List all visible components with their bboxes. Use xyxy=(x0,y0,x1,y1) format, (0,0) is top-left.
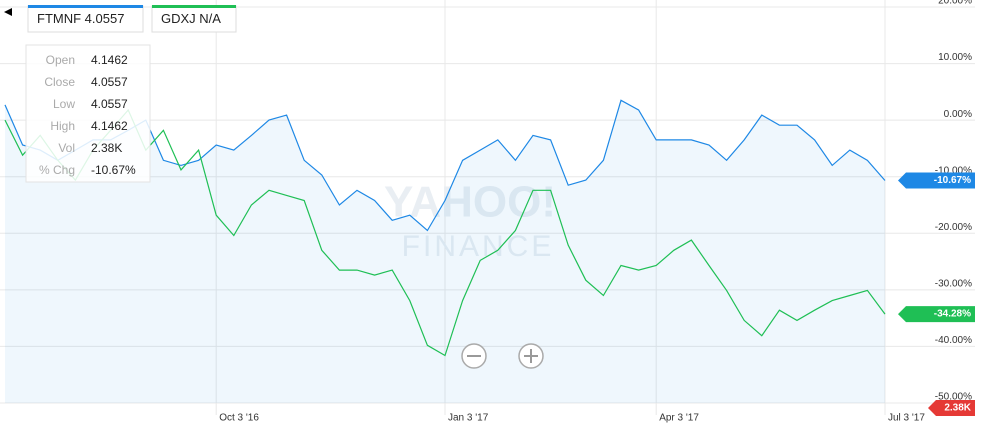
area-fill xyxy=(5,100,885,404)
tooltip-label: Low xyxy=(53,97,75,111)
y-tick-label: -10.00% xyxy=(935,165,972,176)
zoom-in[interactable] xyxy=(518,343,544,369)
tooltip-value: 4.0557 xyxy=(91,97,128,111)
legend-item[interactable]: FTMNF 4.0557 xyxy=(27,5,144,33)
legend-item[interactable]: GDXJ N/A xyxy=(151,5,237,33)
tooltip-label: High xyxy=(50,119,75,133)
tooltip-value: 2.38K xyxy=(91,141,122,155)
y-tick-label: 0.00% xyxy=(944,109,972,120)
y-tick-label: -30.00% xyxy=(935,278,972,289)
tooltip-value: 4.1462 xyxy=(91,53,128,67)
x-tick-label: Jan 3 '17 xyxy=(448,413,489,424)
volume-badge xyxy=(928,400,975,416)
legend-color xyxy=(152,5,236,8)
end-badge xyxy=(898,306,975,323)
series-line xyxy=(4,108,886,357)
tooltip-value: 4.1462 xyxy=(91,119,128,133)
y-tick-label: -40.00% xyxy=(935,335,972,346)
y-tick-label: 20.00% xyxy=(938,0,972,7)
tooltip-label: Open xyxy=(46,53,75,67)
end-badge xyxy=(898,172,975,189)
zoom-out[interactable] xyxy=(461,343,487,369)
tooltip-label: Close xyxy=(44,75,75,89)
end-badge-label: -34.28% xyxy=(934,309,971,320)
tooltip-box xyxy=(25,44,151,183)
end-badge-label: -10.67% xyxy=(934,175,971,186)
collapse-arrow[interactable] xyxy=(4,8,12,16)
x-tick-label: Jul 3 '17 xyxy=(888,413,925,424)
legend-label: GDXJ N/A xyxy=(161,11,221,26)
watermark: FINANCE xyxy=(402,230,555,263)
legend-name: GDXJ xyxy=(161,11,196,26)
legend-box xyxy=(151,5,237,33)
legend-value: N/A xyxy=(199,11,221,26)
y-tick-label: -50.00% xyxy=(935,392,972,403)
legend-label: FTMNF 4.0557 xyxy=(37,11,124,26)
x-tick-label: Oct 3 '16 xyxy=(219,413,259,424)
tooltip-label: % Chg xyxy=(39,163,75,177)
tooltip-value: -10.67% xyxy=(91,163,136,177)
y-tick-label: 10.00% xyxy=(938,52,972,63)
tooltip-label: Vol xyxy=(58,141,75,155)
volume-badge-label: 2.38K xyxy=(944,403,971,414)
y-tick-label: -20.00% xyxy=(935,222,972,233)
tooltip-value: 4.0557 xyxy=(91,75,128,89)
plot-layer: -10.67% -34.28% 2.38K xyxy=(4,99,975,416)
x-tick-label: Apr 3 '17 xyxy=(659,413,699,424)
legend-name: FTMNF xyxy=(37,11,81,26)
legend-color xyxy=(28,5,143,8)
series-line xyxy=(4,99,886,232)
legend: FTMNF 4.0557 GDXJ N/A xyxy=(27,5,237,33)
tooltip: Open 4.1462 Close 4.0557 Low 4.0557 High 4.1462… xyxy=(25,44,151,183)
legend-value: 4.0557 xyxy=(85,11,125,26)
